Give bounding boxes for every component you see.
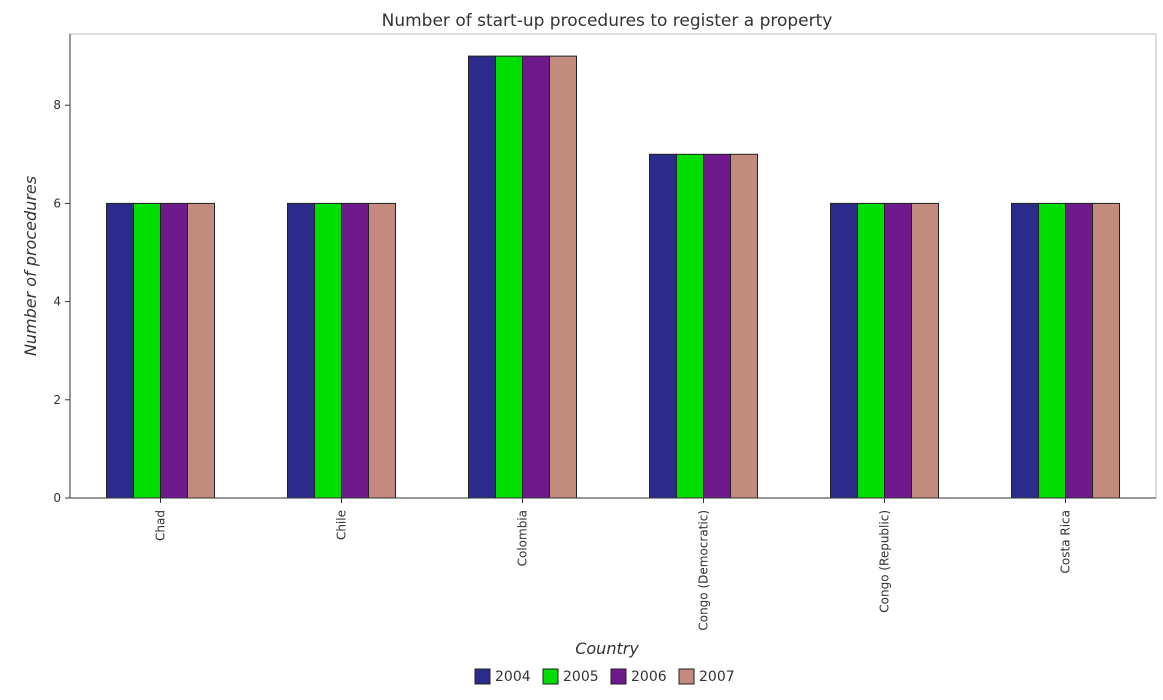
plot-area [69, 33, 1157, 499]
bar-2007 [187, 202, 215, 499]
bar-2007 [911, 202, 939, 499]
y-tick-label: 4 [53, 295, 61, 309]
legend-label: 2006 [631, 669, 667, 685]
bar-2005 [133, 202, 161, 499]
bar-2005 [314, 202, 342, 499]
legend-swatch [474, 668, 491, 685]
bar-2004 [287, 202, 315, 499]
bar-2004 [649, 153, 677, 499]
x-tick-label: Chile [335, 510, 349, 540]
bar-group [106, 55, 1120, 499]
legend-label: 2004 [495, 669, 531, 685]
bar-2005 [857, 202, 885, 499]
bar-2004 [106, 202, 134, 499]
bar-2006 [884, 202, 912, 499]
bar-2004 [830, 202, 858, 499]
bar-2007 [730, 153, 758, 499]
bar-2004 [468, 55, 496, 499]
bar-2007 [549, 55, 577, 499]
x-tick-label: Costa Rica [1059, 510, 1073, 573]
bar-2007 [368, 202, 396, 499]
legend-swatch [678, 668, 695, 685]
x-axis: Chad Chile Colombia Congo (Democratic) Congo… [70, 497, 1156, 631]
y-axis-label: Number of procedures [21, 176, 40, 356]
y-tick-label: 8 [53, 98, 61, 112]
y-tick-label: 6 [53, 196, 61, 210]
y-axis: 0 2 4 6 8 [53, 34, 71, 505]
x-axis-label: Country [575, 639, 639, 658]
bar-2006 [160, 202, 188, 499]
legend: 2004 2005 2006 2007 [474, 668, 735, 685]
x-tick-label: Congo (Democratic) [697, 510, 711, 631]
bar-2007 [1092, 202, 1120, 499]
legend-label: 2005 [563, 669, 599, 685]
bar-2006 [341, 202, 369, 499]
bar-2004 [1011, 202, 1039, 499]
bar-2006 [1065, 202, 1093, 499]
bar-2005 [1038, 202, 1066, 499]
bar-2005 [676, 153, 704, 499]
x-tick-label: Congo (Republic) [878, 510, 892, 613]
bar-2006 [522, 55, 550, 499]
legend-label: 2007 [699, 669, 735, 685]
bar-2005 [495, 55, 523, 499]
y-tick-label: 0 [53, 491, 61, 505]
x-tick-label: Chad [154, 510, 168, 541]
bar-2006 [703, 153, 731, 499]
y-tick-label: 2 [53, 393, 61, 407]
x-tick-label: Colombia [516, 510, 530, 566]
legend-swatch [610, 668, 627, 685]
chart-title: Number of start-up procedures to registe… [382, 11, 833, 31]
legend-swatch [542, 668, 559, 685]
